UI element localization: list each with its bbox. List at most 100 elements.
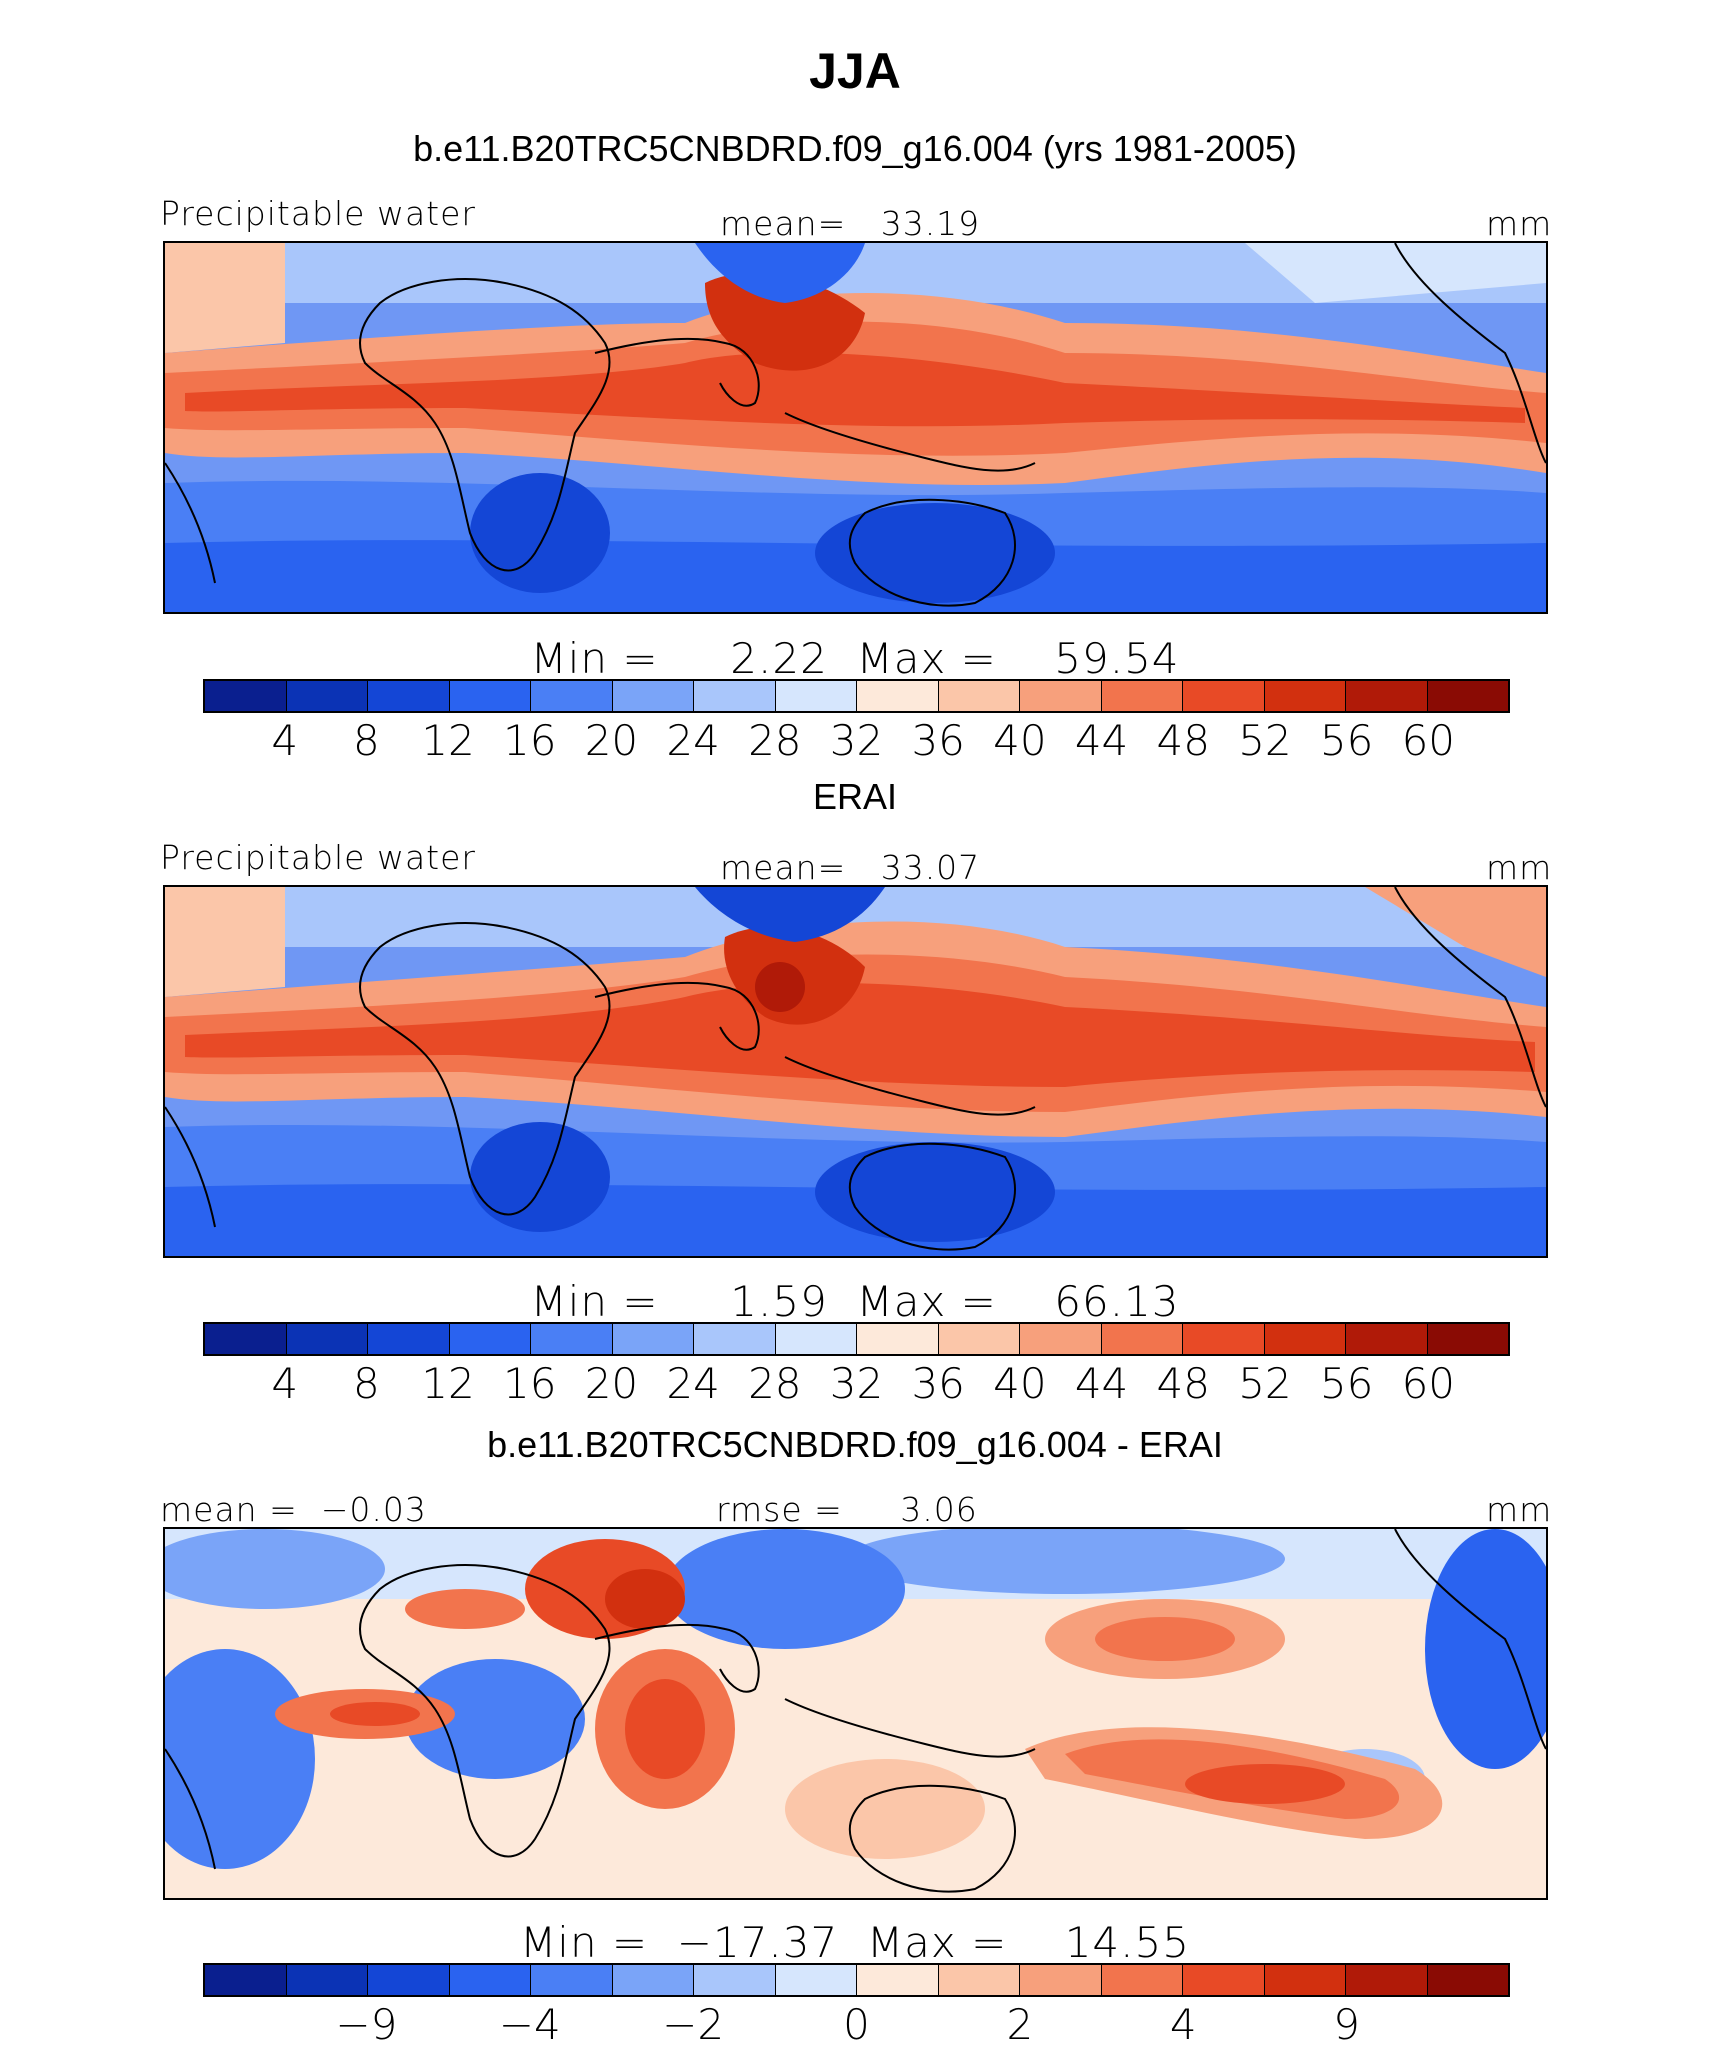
colorbar-swatch	[775, 1965, 857, 1995]
colorbar-swatch	[205, 1965, 287, 1995]
colorbar-swatch	[938, 681, 1020, 711]
colorbar-swatch	[857, 1324, 939, 1354]
colorbar-tick-label: −2	[662, 2000, 725, 2049]
colorbar-tick-label: −9	[335, 2000, 398, 2049]
colorbar-swatch	[694, 1324, 776, 1354]
colorbar-swatch	[694, 681, 776, 711]
colorbar-tick-label: 4	[271, 1359, 299, 1408]
colorbar-tick-label: 60	[1401, 716, 1456, 765]
panel-diff-subtitle: b.e11.B20TRC5CNBDRD.f09_g16.004 - ERAI	[487, 1424, 1223, 1465]
colorbar-swatch	[205, 1324, 287, 1354]
colorbar-swatch	[1020, 1965, 1102, 1995]
colorbar-swatch	[612, 681, 694, 711]
colorbar-swatch	[775, 681, 857, 711]
colorbar-swatch	[205, 681, 287, 711]
colorbar-tick-label: 16	[503, 1359, 557, 1408]
colorbar-tick-label: 9	[1333, 2000, 1360, 2049]
colorbar-swatch	[368, 1324, 450, 1354]
colorbar-tick-label: 40	[993, 1359, 1047, 1408]
colorbar-swatch	[1020, 681, 1102, 711]
colorbar-tick-label: 44	[1074, 716, 1129, 765]
colorbar-swatch	[775, 1324, 857, 1354]
colorbar-tick-label: 0	[843, 2000, 870, 2049]
panel-obs-minmax: Min = 1.59 Max = 66.13	[530, 1277, 1180, 1326]
panel-model-minmax: Min = 2.22 Max = 59.54	[530, 634, 1180, 683]
colorbar-tick-label: 24	[666, 716, 720, 765]
colorbar-swatch	[1346, 1324, 1428, 1354]
colorbar-swatch	[612, 1965, 694, 1995]
panel-diff-map	[163, 1527, 1548, 1900]
panel-obs-mean-label: mean= 33.07	[720, 848, 981, 887]
colorbar-tick-label: 20	[584, 1359, 639, 1408]
colorbar-tick-label: 8	[353, 1359, 380, 1408]
colorbar-tick-label: 12	[421, 716, 475, 765]
colorbar-tick-label: 8	[353, 716, 380, 765]
colorbar-swatch	[286, 1324, 368, 1354]
colorbar-swatch	[1183, 681, 1265, 711]
panel-diff-colorbar-ticks: −9 −4 −2 0 2 4 9	[203, 2000, 1510, 2049]
colorbar-swatch	[857, 681, 939, 711]
colorbar-swatch	[1264, 681, 1346, 711]
colorbar-tick-label: 2	[1006, 2000, 1034, 2049]
colorbar-swatch	[531, 1324, 613, 1354]
panel-model-map	[163, 241, 1548, 614]
colorbar-tick-label: 40	[993, 716, 1047, 765]
figure-title: JJA	[809, 43, 901, 99]
colorbar-swatch	[531, 1965, 613, 1995]
colorbar-tick-label: 52	[1238, 1359, 1292, 1408]
panel-diff-units-label: mm	[1486, 1490, 1553, 1529]
panel-diff-minmax: Min = −17.37 Max = 14.55	[520, 1918, 1190, 1967]
colorbar-tick-label: 32	[829, 716, 884, 765]
panel-model-colorbar-ticks: 4 8 12 16 20 24 28 32 36 40 44 48 52 56 60	[203, 716, 1510, 765]
colorbar-tick-label: 32	[829, 1359, 884, 1408]
colorbar-swatch	[938, 1965, 1020, 1995]
panel-diff-rmse-label: rmse = 3.06	[716, 1490, 978, 1529]
panel-obs-colorbar-ticks: 4 8 12 16 20 24 28 32 36 40 44 48 52 56 60	[203, 1359, 1510, 1408]
colorbar-swatch	[1346, 681, 1428, 711]
panel-diff-mean-label: mean = −0.03	[160, 1490, 427, 1529]
colorbar-swatch	[531, 681, 613, 711]
colorbar-tick-label: 60	[1401, 1359, 1456, 1408]
panel-model-subtitle: b.e11.B20TRC5CNBDRD.f09_g16.004 (yrs 198…	[413, 128, 1297, 169]
colorbar-tick-label: 20	[584, 716, 639, 765]
colorbar-swatch	[612, 1324, 694, 1354]
panel-model-units-label: mm	[1486, 204, 1553, 243]
colorbar-swatch	[449, 681, 531, 711]
panel-obs-variable-label: Precipitable water	[160, 838, 476, 877]
colorbar-tick-label: 16	[503, 716, 557, 765]
colorbar-swatch	[1020, 1324, 1102, 1354]
panel-model-mean-label: mean= 33.19	[720, 204, 981, 243]
colorbar-swatch	[1427, 1324, 1508, 1354]
colorbar-swatch	[1183, 1965, 1265, 1995]
panel-obs-units-label: mm	[1486, 848, 1553, 887]
colorbar-swatch	[449, 1324, 531, 1354]
colorbar-swatch	[1101, 1324, 1183, 1354]
colorbar-tick-label: 24	[666, 1359, 720, 1408]
colorbar-swatch	[368, 1965, 450, 1995]
colorbar-swatch	[1183, 1324, 1265, 1354]
colorbar-tick-label: 28	[748, 716, 802, 765]
colorbar-swatch	[286, 681, 368, 711]
panel-model-variable-label: Precipitable water	[160, 194, 476, 233]
colorbar-swatch	[1427, 681, 1508, 711]
colorbar-tick-label: 28	[748, 1359, 802, 1408]
colorbar-swatch	[1101, 1965, 1183, 1995]
panel-obs-subtitle: ERAI	[812, 776, 898, 817]
colorbar-swatch	[1264, 1965, 1346, 1995]
colorbar-swatch	[938, 1324, 1020, 1354]
colorbar-tick-label: 4	[271, 716, 299, 765]
colorbar-swatch	[1346, 1965, 1428, 1995]
colorbar-tick-label: 56	[1319, 716, 1374, 765]
colorbar-tick-label: 48	[1156, 1359, 1210, 1408]
colorbar-tick-label: 4	[1169, 2000, 1197, 2049]
panel-obs-colorbar	[203, 1322, 1510, 1356]
colorbar-swatch	[1264, 1324, 1346, 1354]
colorbar-tick-label: 36	[911, 1359, 965, 1408]
colorbar-swatch	[368, 681, 450, 711]
panel-diff-colorbar	[203, 1963, 1510, 1997]
colorbar-tick-label: 56	[1319, 1359, 1374, 1408]
colorbar-swatch	[449, 1965, 531, 1995]
colorbar-swatch	[857, 1965, 939, 1995]
colorbar-tick-label: 48	[1156, 716, 1210, 765]
colorbar-swatch	[1101, 681, 1183, 711]
